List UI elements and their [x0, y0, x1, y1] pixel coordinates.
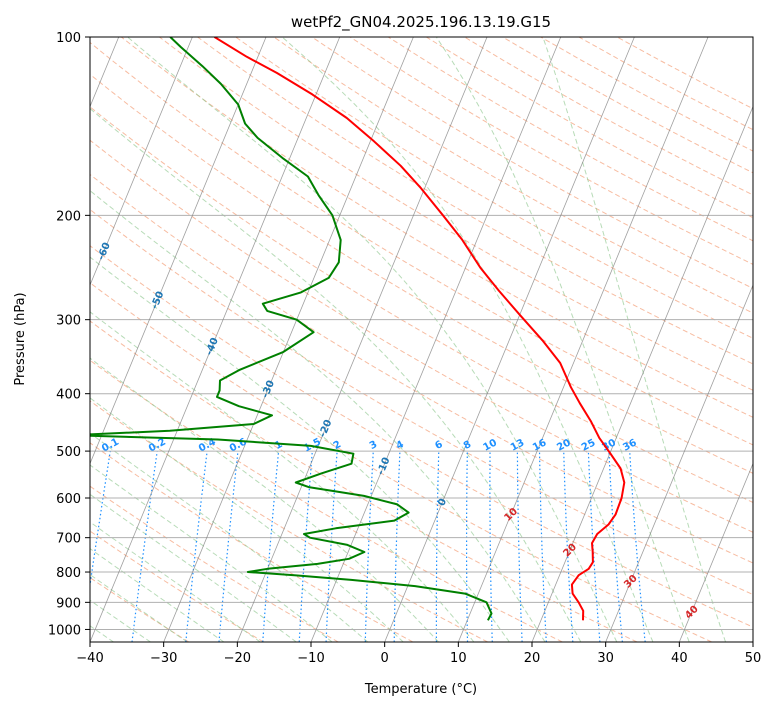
temperature-profile-line: [213, 37, 626, 621]
mixing-ratio-label: 4: [395, 439, 406, 452]
moist-adiabat-line: [90, 548, 225, 642]
dry-adiabat-line: [159, 37, 753, 391]
isotherm-line: [90, 37, 193, 287]
mixing-ratio-label: 2: [332, 439, 343, 452]
isotherm-line: [605, 284, 753, 642]
isotherm-line: [236, 37, 488, 642]
mixing-ratio-label: 3: [368, 439, 379, 452]
isotherm-label: 0: [436, 497, 449, 508]
isotherm-line: [457, 37, 709, 642]
y-tick-label: 200: [56, 209, 81, 224]
isotherm-line: [310, 37, 562, 642]
mixing-ratio-line: [218, 451, 239, 642]
moist-adiabat-line: [90, 107, 582, 642]
y-tick-label: 700: [56, 532, 81, 547]
mixing-ratio-label: 1: [273, 439, 284, 452]
x-tick-label: −30: [150, 651, 177, 666]
y-axis-ticks: 1000 900 800 700 600 500 400 300 200 100: [48, 31, 90, 638]
moist-adiabat-line: [127, 37, 618, 642]
moist-adiabat-line: [90, 464, 333, 642]
dry-adiabat-line: [90, 320, 638, 642]
mixing-ratio-line: [185, 451, 208, 642]
dry-adiabat-line: [90, 485, 339, 642]
y-tick-label: 600: [56, 492, 81, 507]
mixing-ratio-line: [262, 451, 280, 642]
plot-frame: [89, 36, 754, 643]
x-tick-label: −10: [297, 651, 324, 666]
y-tick-label: 900: [56, 596, 81, 611]
moist-adiabat-line: [90, 432, 369, 642]
y-tick-label: 100: [56, 31, 81, 46]
pressure-gridlines: [90, 37, 753, 630]
x-tick-label: 40: [671, 651, 688, 666]
dry-adiabat-line: [90, 208, 753, 596]
dry-adiabat-line: [90, 41, 753, 446]
y-tick-label: 1000: [48, 623, 81, 638]
x-tick-label: 30: [597, 651, 614, 666]
moist-adiabat-line: [90, 311, 475, 642]
isotherm-line: [163, 37, 414, 642]
x-tick-label: 10: [450, 651, 467, 666]
isotherm-line: [531, 105, 753, 642]
dewpoint-profile-line: [90, 37, 493, 621]
y-tick-label: 300: [56, 314, 81, 329]
x-tick-label: 20: [524, 651, 541, 666]
x-tick-label: −20: [224, 651, 251, 666]
isotherms: [90, 37, 753, 642]
mixing-ratio-label: 6: [433, 439, 444, 452]
x-tick-label: −40: [76, 651, 103, 666]
dry-adiabat-line: [311, 37, 753, 289]
mixing-ratio-label: 8: [462, 439, 473, 452]
plot-background: [90, 37, 753, 642]
x-tick-label: 50: [745, 651, 762, 666]
chart-title: wetPf2_GN04.2025.196.13.19.G15: [291, 13, 551, 32]
dry-adiabat-line: [120, 37, 753, 418]
moist-adiabat-line: [90, 190, 546, 642]
x-axis-ticks: −40 −30 −20 −10 0 10 20 30 40 50: [76, 642, 761, 666]
x-axis-label: Temperature (°C): [364, 682, 477, 697]
dry-adiabat-line: [90, 245, 753, 628]
isotherm-line: [384, 37, 635, 642]
profile-lines: [90, 37, 626, 621]
mixing-ratio-line: [90, 451, 111, 589]
moist-adiabat-line: [90, 521, 261, 642]
plot-area: -100-90-80-70-60-50-40-30-20-1000.10.20.…: [90, 37, 753, 642]
moist-adiabat-line: [281, 37, 654, 642]
y-tick-label: 400: [56, 388, 81, 403]
moist-adiabat-line: [90, 357, 439, 642]
dry-adiabat-line: [90, 173, 753, 564]
x-tick-label: 0: [381, 651, 389, 666]
dry-adiabat-line: [90, 282, 712, 642]
dry-adiabat-line: [90, 106, 753, 503]
y-tick-label: 500: [56, 445, 81, 460]
isotherm-line: [678, 462, 753, 642]
dry-adiabat-line: [90, 139, 753, 533]
isotherm-line: [90, 37, 341, 642]
y-tick-label: 800: [56, 566, 81, 581]
moist-adiabats: [90, 37, 727, 642]
dry-adiabat-line: [90, 530, 264, 642]
y-axis-label: Pressure (hPa): [13, 292, 28, 385]
moist-adiabat-line: [435, 37, 690, 642]
isotherm-line: [90, 37, 267, 465]
dry-adiabat-line: [90, 400, 488, 642]
mixing-ratio-line: [629, 451, 646, 642]
moist-adiabat-line: [542, 37, 727, 642]
moist-adiabat-line: [90, 573, 188, 642]
mixing-ratio-line: [608, 451, 623, 642]
